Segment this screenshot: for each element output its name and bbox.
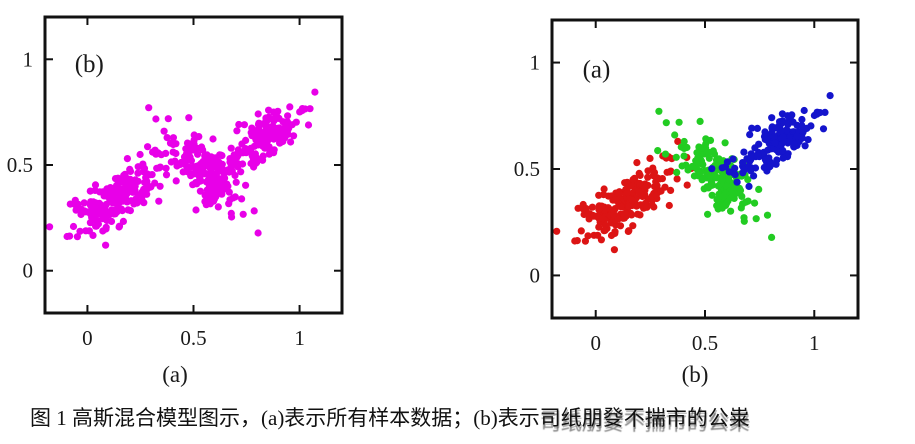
x-tick-label: 1 xyxy=(294,326,305,350)
x-tick-label: 0 xyxy=(82,326,93,350)
all-samples-svg: 0 0.5 1 0 0.5 1 (b) xyxy=(7,15,344,350)
y-tick-label: 0.5 xyxy=(7,153,33,177)
subfigure-label-b: (b) xyxy=(681,362,709,387)
all-samples-cluster-3-points xyxy=(196,88,319,186)
cluster-green-points xyxy=(654,107,776,241)
y-tick-label: 1 xyxy=(530,51,541,75)
inner-panel-label: (b) xyxy=(75,51,104,78)
all-samples-cluster-1-points xyxy=(46,134,184,249)
inner-panel-label: (a) xyxy=(583,56,611,83)
cluster-red-points xyxy=(553,137,695,254)
y-tick-label: 0 xyxy=(530,263,541,287)
all-samples-cluster-2-points xyxy=(144,104,262,237)
clustered-svg: 0 0.5 1 0 0.5 1 (a) xyxy=(514,18,860,355)
scatter-plot-all-samples: 0 0.5 1 0 0.5 1 (b) xyxy=(0,0,455,395)
x-tick-label: 0.5 xyxy=(180,326,206,350)
figure-caption-garbled-text: 司纸朋癹不揣市的公粜 xyxy=(539,406,750,430)
x-tick-label: 0.5 xyxy=(692,331,718,355)
figure-caption-text: 图 1 高斯混合模型图示，(a)表示所有样本数据；(b)表示 xyxy=(30,406,540,430)
y-tick-label: 0.5 xyxy=(514,157,540,181)
axis-ticks xyxy=(45,17,342,313)
figure-caption: 图 1 高斯混合模型图示，(a)表示所有样本数据；(b)表示司纸朋癹不揣市的公粜 xyxy=(30,402,900,432)
subfigure-label-a: (a) xyxy=(162,362,188,387)
axis-ticks xyxy=(552,20,858,318)
cluster-blue-points xyxy=(708,92,834,190)
x-tick-label: 1 xyxy=(809,331,820,355)
x-tick-label: 0 xyxy=(590,331,601,355)
y-tick-label: 1 xyxy=(23,47,34,71)
y-tick-label: 0 xyxy=(23,259,34,283)
scatter-plot-clustered: 0 0.5 1 0 0.5 1 (a) xyxy=(455,0,915,395)
